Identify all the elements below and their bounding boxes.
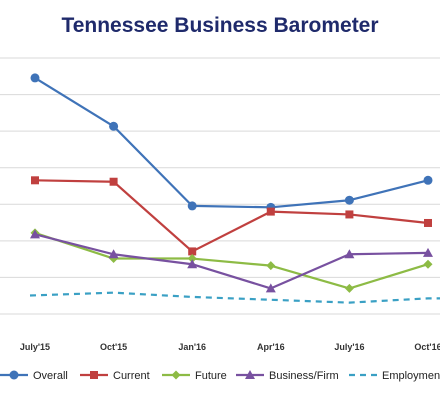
series-layer	[29, 73, 440, 304]
legend-item-future: Future	[162, 370, 227, 382]
x-tick-label: July'16	[334, 342, 364, 352]
legend-label: Overall	[33, 370, 68, 382]
series-line-employment	[29, 291, 440, 304]
legend-item-current: Current	[80, 370, 150, 382]
data-point-current	[188, 247, 197, 256]
legend-label: Business/Firm	[269, 370, 339, 382]
gridlines	[0, 57, 440, 315]
series-overall	[30, 73, 433, 212]
data-point-business-firm	[30, 229, 40, 239]
x-tick-label: Apr'16	[257, 342, 285, 352]
data-point-business-firm	[423, 247, 433, 257]
data-point-future	[109, 254, 119, 264]
data-point-overall	[109, 121, 119, 131]
data-point-business-firm	[265, 283, 276, 293]
series-current	[31, 176, 432, 256]
series-business-firm	[30, 229, 433, 293]
data-point-current	[345, 210, 354, 219]
series-line-future	[34, 231, 429, 290]
x-tick-label: Jan'16	[178, 342, 206, 352]
legend-label: Employment	[382, 370, 440, 382]
legend-label: Future	[195, 370, 227, 382]
data-point-future	[423, 259, 433, 269]
data-point-future	[344, 283, 354, 293]
legend-item-employment: Employment	[349, 370, 440, 382]
data-point-future	[266, 261, 276, 271]
series-employment	[29, 291, 440, 304]
data-point-overall	[344, 195, 354, 205]
series-line-overall	[34, 76, 429, 209]
series-future	[30, 228, 433, 293]
data-point-overall	[187, 201, 197, 211]
legend-marker	[245, 370, 255, 379]
x-tick-label: Oct'15	[100, 342, 127, 352]
legend-marker	[9, 370, 19, 380]
series-line-current	[34, 179, 429, 253]
x-tick-labels: July'15 Oct'15 Jan'16 Apr'16 July'16 Oct'16	[20, 342, 440, 352]
x-tick-label: July'15	[20, 342, 50, 352]
legend-marker	[171, 370, 181, 380]
data-point-future	[187, 254, 197, 264]
legend-item-business-firm: Business/Firm	[236, 370, 339, 382]
data-point-business-firm	[108, 249, 119, 259]
data-point-business-firm	[344, 249, 355, 259]
data-point-current	[31, 176, 39, 185]
x-tick-label: Oct'16	[414, 342, 440, 352]
data-point-overall	[423, 175, 433, 185]
data-point-current	[424, 218, 432, 227]
data-point-overall	[30, 73, 40, 83]
legend-label: Current	[113, 370, 150, 382]
series-line-business-firm	[34, 233, 429, 290]
legend-item-overall: Overall	[0, 370, 68, 382]
data-point-current	[266, 207, 275, 216]
legend: Overall Current Future Business/Firm Employm…	[0, 370, 440, 382]
data-point-current	[109, 177, 118, 186]
data-point-business-firm	[187, 259, 198, 269]
legend-marker	[90, 371, 98, 379]
chart-title: Tennessee Business Barometer	[61, 14, 379, 37]
